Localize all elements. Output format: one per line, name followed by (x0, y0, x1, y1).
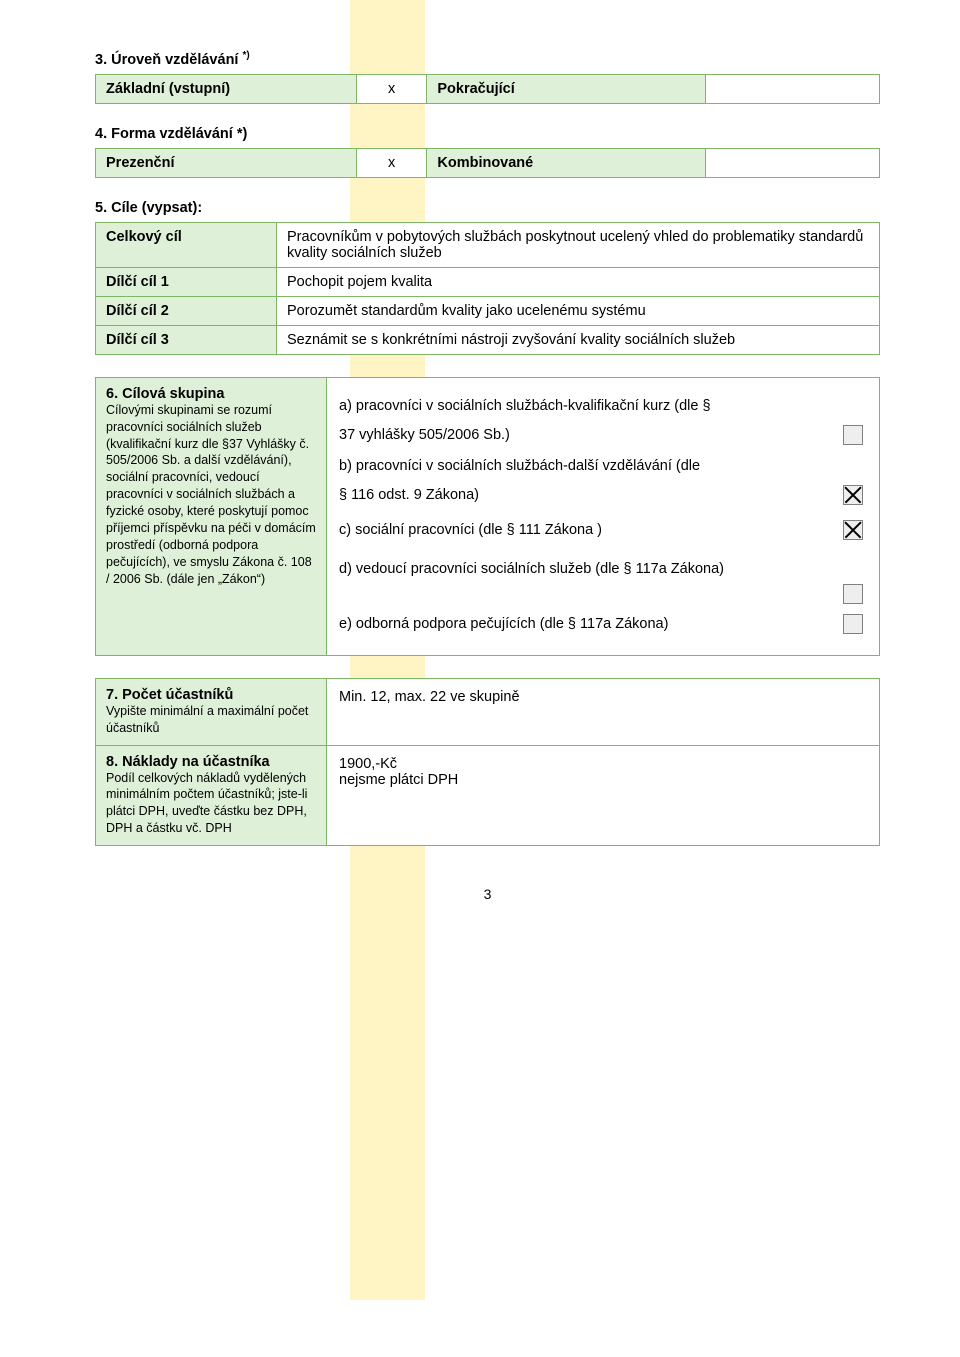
cell-text: Seznámit se s konkrétními nástroji zvyšo… (277, 325, 880, 354)
checkbox-d[interactable] (843, 584, 863, 604)
table-row: Dílčí cíl 3 Seznámit se s konkrétními ná… (96, 325, 880, 354)
option-b: b) pracovníci v sociálních službách-dalš… (339, 452, 867, 510)
cell-label: Dílčí cíl 1 (96, 267, 277, 296)
section8-label-title: 8. Náklady na účastníka (106, 754, 316, 770)
option-a-line2: 37 vyhlášky 505/2006 Sb.) (339, 421, 510, 450)
section5-title: 5. Cíle (vypsat): (95, 200, 880, 216)
section6-right: a) pracovníci v sociálních službách-kval… (327, 377, 880, 655)
option-e: e) odborná podpora pečujících (dle § 117… (339, 610, 867, 639)
checkbox-e[interactable] (843, 614, 863, 634)
mark-pokracujici (705, 74, 879, 103)
section8-value2: nejsme plátci DPH (339, 772, 867, 788)
section6-label-title: 6. Cílová skupina (106, 386, 316, 402)
label-pokracujici: Pokračující (427, 74, 705, 103)
table-row: 7. Počet účastníků Vypište minimální a m… (96, 678, 880, 745)
mark-zakladni: x (356, 74, 426, 103)
option-d-line1: d) vedoucí pracovníci sociálních služeb … (339, 555, 867, 584)
section3-sup: *) (242, 50, 249, 61)
section8-left: 8. Náklady na účastníka Podíl celkových … (96, 745, 327, 846)
section6-table: 6. Cílová skupina Cílovými skupinami se … (95, 377, 880, 656)
table-row: 8. Náklady na účastníka Podíl celkových … (96, 745, 880, 846)
option-a: a) pracovníci v sociálních službách-kval… (339, 392, 867, 450)
mark-kombinovane (705, 148, 879, 177)
label-kombinovane: Kombinované (427, 148, 705, 177)
checkbox-a[interactable] (843, 425, 863, 445)
mark-prezencni: x (356, 148, 426, 177)
cell-text: Porozumět standardům kvality jako ucelen… (277, 296, 880, 325)
table-row: Dílčí cíl 2 Porozumět standardům kvality… (96, 296, 880, 325)
section3-title: 3. Úroveň vzdělávání *) (95, 50, 880, 68)
section4-table: Prezenční x Kombinované (95, 148, 880, 178)
option-c: c) sociální pracovníci (dle § 111 Zákona… (339, 516, 867, 545)
section7-label-title: 7. Počet účastníků (106, 687, 316, 703)
table-row: 6. Cílová skupina Cílovými skupinami se … (96, 377, 880, 655)
cell-text: Pracovníkům v pobytových službách poskyt… (277, 222, 880, 267)
option-d: d) vedoucí pracovníci sociálních služeb … (339, 555, 867, 604)
section78-table: 7. Počet účastníků Vypište minimální a m… (95, 678, 880, 846)
section5-table: Celkový cíl Pracovníkům v pobytových slu… (95, 222, 880, 355)
label-prezencni: Prezenční (96, 148, 357, 177)
section7-left: 7. Počet účastníků Vypište minimální a m… (96, 678, 327, 745)
checkbox-b[interactable] (843, 485, 863, 505)
cell-label: Celkový cíl (96, 222, 277, 267)
table-row: Základní (vstupní) x Pokračující (96, 74, 880, 103)
cell-text: Pochopit pojem kvalita (277, 267, 880, 296)
option-b-line1: b) pracovníci v sociálních službách-dalš… (339, 452, 867, 481)
section6-left: 6. Cílová skupina Cílovými skupinami se … (96, 377, 327, 655)
section6-label-body: Cílovými skupinami se rozumí pracovníci … (106, 402, 316, 588)
page-number: 3 (95, 886, 880, 902)
section4-title: 4. Forma vzdělávání *) (95, 126, 880, 142)
cell-label: Dílčí cíl 3 (96, 325, 277, 354)
option-b-line2: § 116 odst. 9 Zákona) (339, 481, 479, 510)
section3-title-text: 3. Úroveň vzdělávání (95, 52, 242, 68)
option-c-line1: c) sociální pracovníci (dle § 111 Zákona… (339, 516, 602, 545)
table-row: Dílčí cíl 1 Pochopit pojem kvalita (96, 267, 880, 296)
section8-value1: 1900,-Kč (339, 756, 867, 772)
table-row: Prezenční x Kombinované (96, 148, 880, 177)
option-e-line1: e) odborná podpora pečujících (dle § 117… (339, 610, 668, 639)
section7-label-body: Vypište minimální a maximální počet účas… (106, 703, 316, 737)
section3-table: Základní (vstupní) x Pokračující (95, 74, 880, 104)
label-zakladni: Základní (vstupní) (96, 74, 357, 103)
option-a-line1: a) pracovníci v sociálních službách-kval… (339, 392, 867, 421)
section8-label-body: Podíl celkových nákladů vydělených minim… (106, 770, 316, 838)
section8-right: 1900,-Kč nejsme plátci DPH (327, 745, 880, 846)
checkbox-c[interactable] (843, 520, 863, 540)
section7-value: Min. 12, max. 22 ve skupině (327, 678, 880, 745)
table-row: Celkový cíl Pracovníkům v pobytových slu… (96, 222, 880, 267)
cell-label: Dílčí cíl 2 (96, 296, 277, 325)
